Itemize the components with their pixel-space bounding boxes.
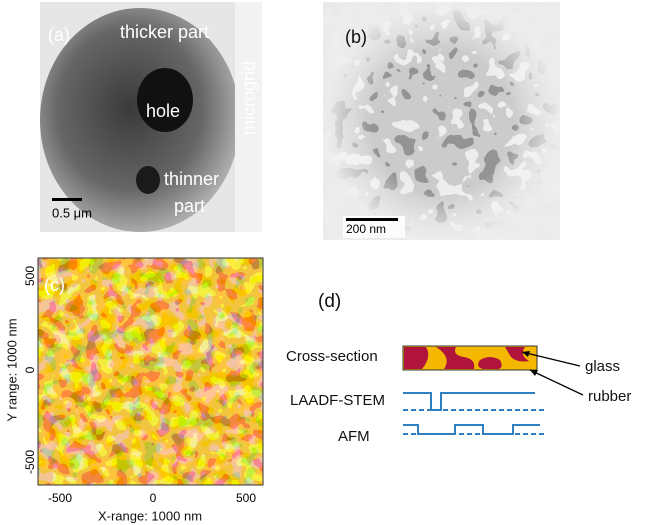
laadf-signal bbox=[403, 393, 535, 410]
annotation: glass bbox=[585, 358, 620, 375]
signals bbox=[403, 393, 545, 434]
annotation: thicker part bbox=[120, 22, 209, 42]
figure: (a) thicker part hole microgrid thinner … bbox=[0, 0, 649, 525]
x-tick-label: 500 bbox=[236, 491, 256, 505]
row-label: Cross-section bbox=[286, 348, 378, 365]
image-c bbox=[38, 258, 263, 485]
panel-b: (b) 200 nm bbox=[323, 2, 560, 240]
annotation: microgrid bbox=[239, 61, 259, 135]
panel-label: (c) bbox=[44, 275, 65, 295]
annotation: hole bbox=[146, 101, 180, 121]
annotation: part bbox=[174, 196, 205, 216]
axis-label: X-range: 1000 nm bbox=[98, 508, 202, 523]
scale-bar bbox=[346, 218, 398, 221]
panel-d: (d) Cross-section LAADF-STEM AFM glass r… bbox=[286, 291, 631, 445]
row-label: AFM bbox=[338, 428, 370, 445]
axis-label: Y range: 1000 nm bbox=[4, 318, 19, 421]
afm-signal bbox=[403, 425, 540, 434]
scale-label: 0.5 μm bbox=[52, 205, 92, 220]
dark-spot bbox=[136, 166, 160, 194]
panel-label: (b) bbox=[345, 27, 367, 47]
panel-a: (a) thicker part hole microgrid thinner … bbox=[40, 2, 262, 232]
scale-bar bbox=[52, 198, 82, 201]
scale-label: 200 nm bbox=[346, 222, 386, 236]
y-tick-label: 0 bbox=[23, 366, 37, 373]
y-tick-label: 500 bbox=[23, 266, 37, 286]
arrow bbox=[530, 370, 583, 395]
annotation: thinner bbox=[164, 169, 219, 189]
panel-c: (c) Y range: 1000 nm 500 0 -500 -500 0 5… bbox=[4, 258, 263, 523]
panel-label: (a) bbox=[48, 25, 70, 45]
row-label: LAADF-STEM bbox=[290, 392, 385, 409]
y-tick-label: -500 bbox=[23, 450, 37, 474]
panel-label: (d) bbox=[318, 291, 341, 312]
x-tick-label: -500 bbox=[48, 491, 72, 505]
x-tick-label: 0 bbox=[150, 491, 157, 505]
annotation: rubber bbox=[588, 388, 631, 405]
